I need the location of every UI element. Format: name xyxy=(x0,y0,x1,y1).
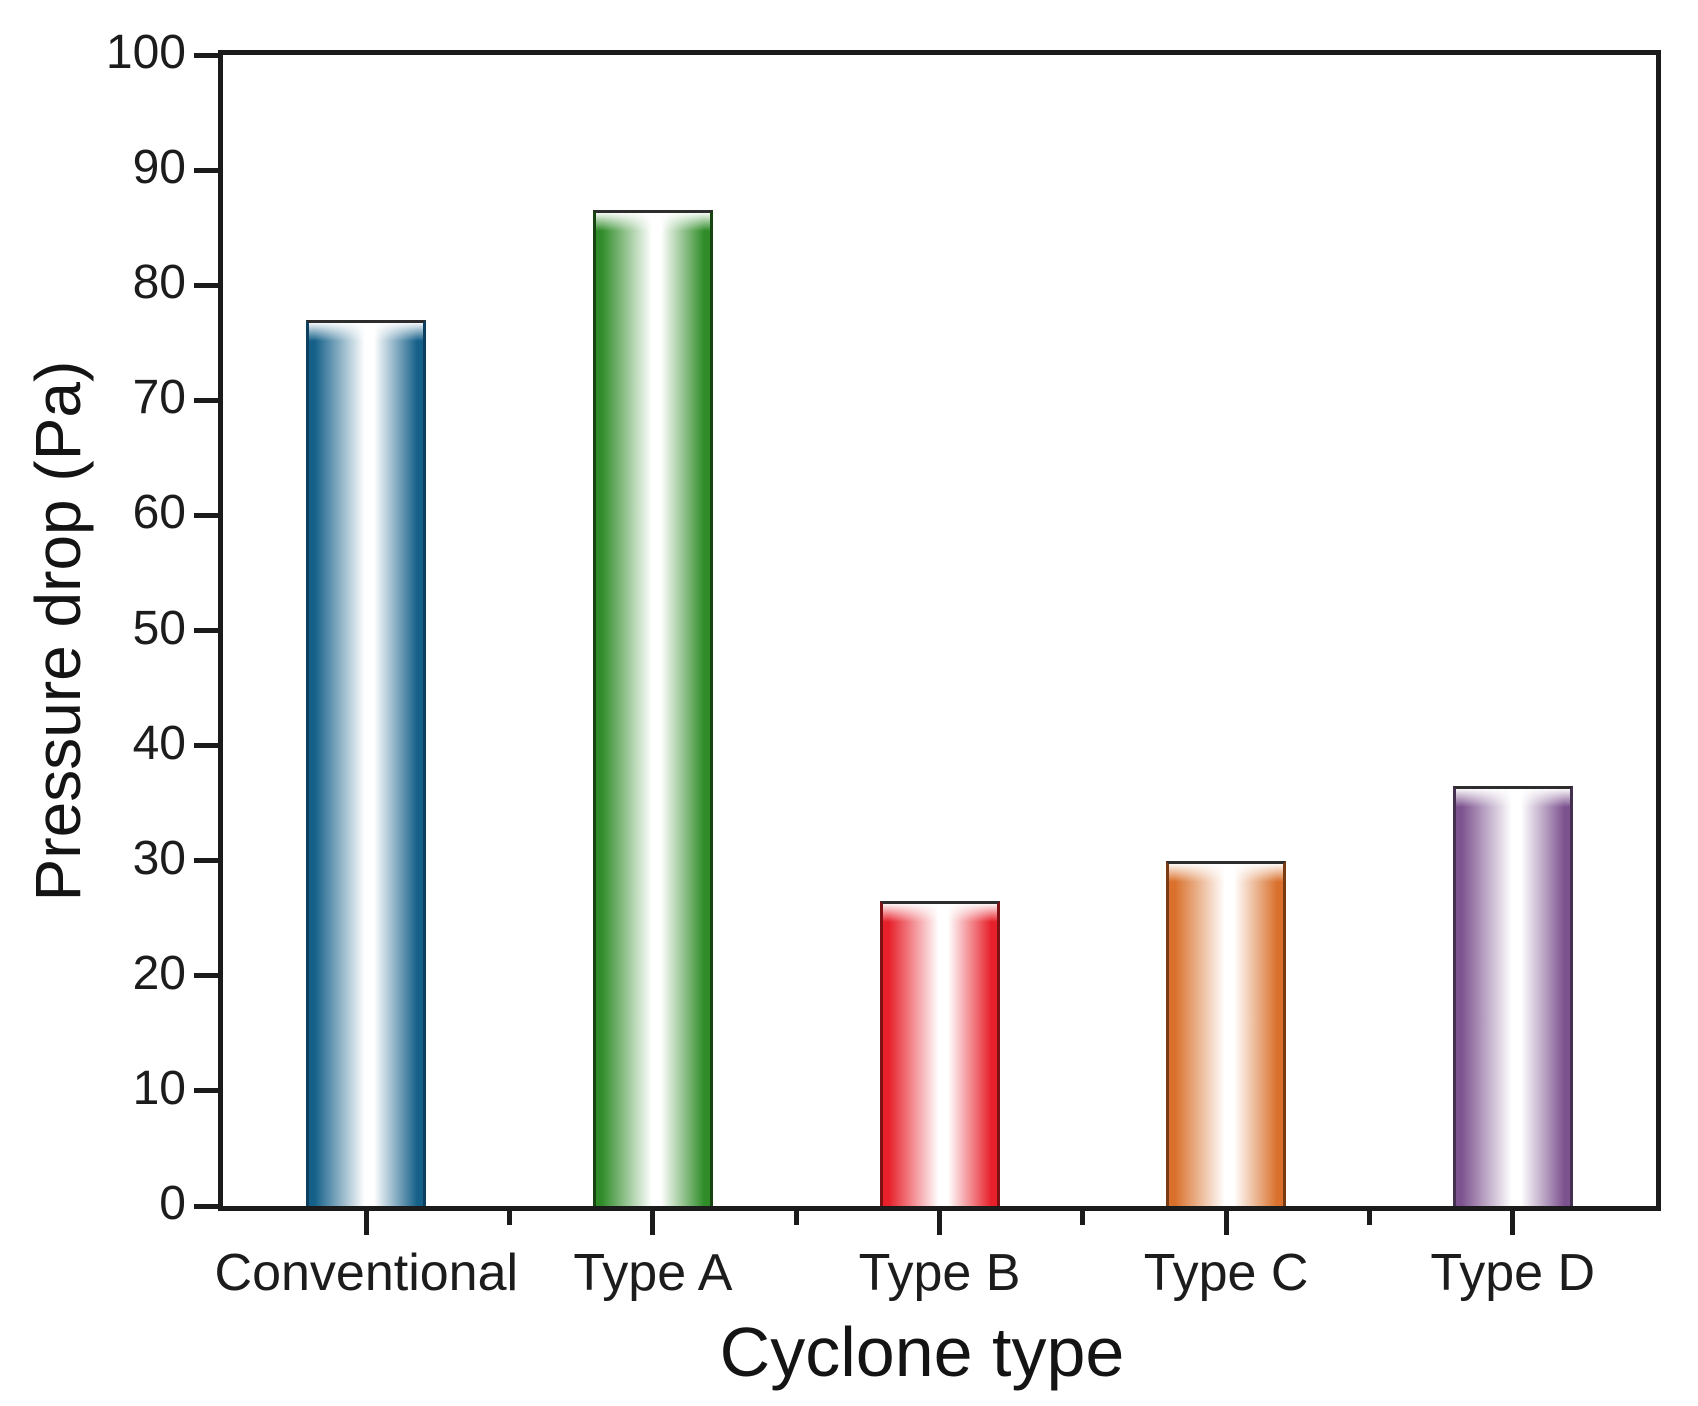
y-tick-10 xyxy=(194,1088,218,1094)
bar-top-highlight xyxy=(309,323,423,341)
plot-frame xyxy=(218,50,1661,1211)
y-tick-90 xyxy=(194,167,218,173)
bar-type-c xyxy=(1166,861,1286,1206)
plot-area: 0 10 20 30 40 50 60 70 80 90 100 Conventional Type … xyxy=(106,29,1661,1299)
x-minor-tick xyxy=(793,1211,799,1225)
x-minor-tick xyxy=(507,1211,513,1225)
bar-type-a xyxy=(593,210,713,1206)
x-tick-label-type-a: Type A xyxy=(573,1244,733,1302)
x-tick-type-d xyxy=(1510,1211,1516,1235)
x-minor-tick xyxy=(1080,1211,1086,1225)
bar-type-d xyxy=(1453,786,1573,1206)
x-tick-conventional xyxy=(363,1211,369,1235)
y-tick-label-30: 30 xyxy=(132,831,186,885)
y-tick-label-20: 20 xyxy=(132,946,186,1000)
y-tick-30 xyxy=(194,858,218,864)
y-tick-70 xyxy=(194,397,218,403)
y-tick-label-80: 80 xyxy=(132,256,186,310)
y-tick-label-100: 100 xyxy=(105,26,186,80)
x-tick-type-c xyxy=(1223,1211,1229,1235)
bar-top-highlight xyxy=(1456,789,1570,807)
y-tick-100 xyxy=(194,52,218,58)
y-tick-label-90: 90 xyxy=(132,141,186,195)
y-tick-50 xyxy=(194,628,218,633)
bar-top-highlight xyxy=(1169,864,1283,882)
x-axis-title: Cyclone type xyxy=(719,1313,1125,1391)
x-tick-label-type-d: Type D xyxy=(1430,1244,1596,1302)
bar-type-b xyxy=(880,901,1000,1206)
y-tick-0 xyxy=(194,1203,218,1209)
y-axis-title: Pressure drop (Pa) xyxy=(22,360,94,902)
y-tick-40 xyxy=(194,743,218,749)
y-tick-60 xyxy=(194,512,218,518)
x-tick-label-type-b: Type B xyxy=(858,1244,1021,1302)
bar-top-highlight xyxy=(596,213,710,231)
x-tick-label-type-c: Type C xyxy=(1143,1244,1309,1302)
y-tick-20 xyxy=(194,973,218,979)
y-tick-label-60: 60 xyxy=(132,486,186,540)
y-tick-label-50: 50 xyxy=(132,601,186,655)
bar-conventional xyxy=(306,320,426,1206)
y-tick-label-40: 40 xyxy=(132,716,186,770)
x-minor-tick xyxy=(1366,1211,1372,1225)
x-tick-type-b xyxy=(937,1211,942,1235)
y-tick-label-10: 10 xyxy=(132,1061,186,1115)
x-tick-type-a xyxy=(650,1211,656,1235)
y-tick-80 xyxy=(194,282,218,288)
y-tick-label-0: 0 xyxy=(159,1177,186,1231)
x-tick-label-conventional: Conventional xyxy=(214,1244,519,1302)
bar-top-highlight xyxy=(883,904,997,922)
y-tick-label-70: 70 xyxy=(132,371,186,425)
